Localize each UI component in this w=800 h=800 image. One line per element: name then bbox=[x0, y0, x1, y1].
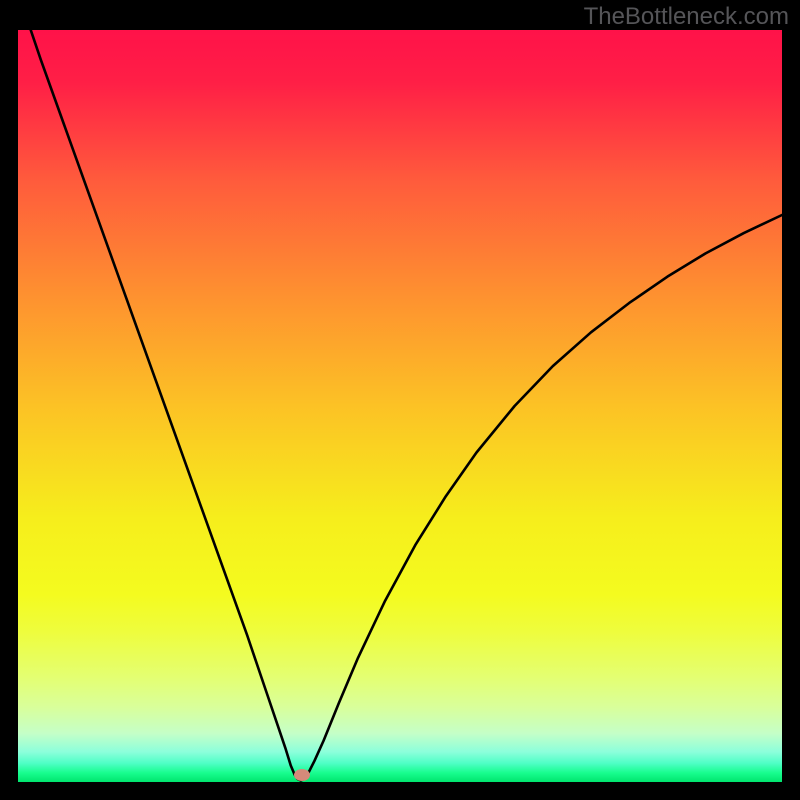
bottleneck-curve bbox=[26, 30, 782, 780]
watermark-text: TheBottleneck.com bbox=[584, 3, 789, 31]
plot-area bbox=[18, 30, 782, 782]
curve-svg bbox=[18, 30, 782, 782]
chart-frame: TheBottleneck.com bbox=[0, 0, 800, 800]
optimum-marker bbox=[294, 769, 310, 781]
